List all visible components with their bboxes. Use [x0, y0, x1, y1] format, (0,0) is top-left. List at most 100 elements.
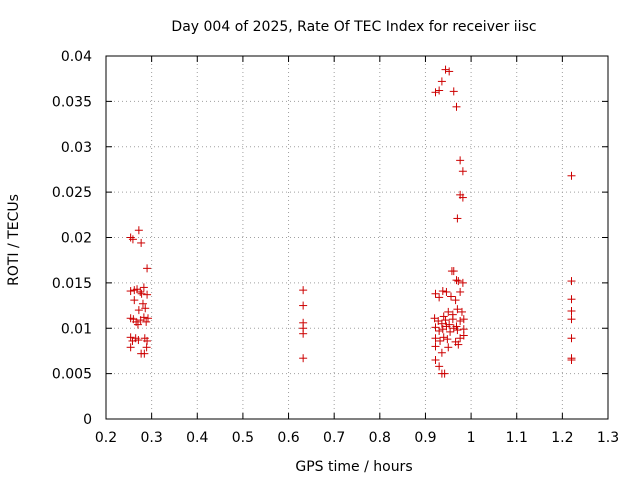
data-point [567, 334, 576, 343]
data-point [444, 307, 453, 316]
data-point [439, 333, 448, 342]
data-point [431, 356, 440, 365]
data-point [142, 343, 151, 352]
data-point [436, 336, 445, 345]
data-point [447, 292, 456, 301]
x-tick-label: 0.9 [414, 430, 436, 446]
data-point [138, 299, 147, 308]
data-point [454, 277, 463, 286]
data-point [456, 316, 465, 325]
x-tick-label: 1.2 [551, 430, 573, 446]
data-point [140, 349, 149, 358]
y-axis-label: ROTI / TECUs [6, 194, 22, 286]
data-point [139, 313, 148, 322]
data-point [431, 88, 440, 97]
data-point [567, 307, 576, 316]
grid-lines [106, 56, 608, 419]
data-point [143, 314, 152, 323]
data-point [437, 348, 446, 357]
x-tick-label: 1.3 [597, 430, 619, 446]
x-tick-label: 0.4 [186, 430, 208, 446]
axis-ticks [105, 55, 609, 420]
data-point [449, 267, 458, 276]
data-point [452, 276, 461, 285]
data-point [137, 289, 146, 298]
data-point [453, 305, 462, 314]
x-tick-labels: 0.2 0.3 0.4 0.5 0.6 0.7 0.8 0.9 1 1.1 1.2 1.3 [95, 430, 619, 446]
data-point [139, 283, 148, 292]
data-point [440, 369, 449, 378]
y-tick-label: 0.04 [61, 49, 92, 65]
data-point [441, 316, 450, 325]
y-tick-label: 0.03 [61, 140, 92, 156]
data-point [437, 77, 446, 86]
data-point [454, 340, 463, 349]
data-point [458, 167, 467, 176]
data-point [449, 324, 458, 333]
y-tick-labels: 0 0.005 0.01 0.015 0.02 0.025 0.03 0.035 0.04 [52, 49, 92, 428]
data-point [452, 102, 461, 111]
data-point [449, 87, 458, 96]
data-point [299, 354, 308, 363]
y-tick-label: 0.025 [52, 185, 92, 201]
data-point [134, 226, 143, 235]
x-tick-label: 0.5 [232, 430, 254, 446]
data-point [143, 264, 152, 273]
y-tick-label: 0.02 [61, 231, 92, 247]
data-point [451, 296, 460, 305]
data-point [133, 320, 142, 329]
data-point [458, 278, 467, 287]
data-point [299, 286, 308, 295]
y-tick-label: 0.01 [61, 321, 92, 337]
data-point [456, 287, 465, 296]
data-point [126, 287, 135, 296]
data-point [136, 287, 145, 296]
data-point [134, 306, 143, 315]
data-point [431, 334, 440, 343]
data-point [299, 301, 308, 310]
data-point [431, 323, 440, 332]
data-point [567, 356, 576, 365]
x-axis-label: GPS time / hours [295, 459, 412, 475]
data-point [439, 312, 448, 321]
data-point [438, 287, 447, 296]
x-tick-label: 0.2 [95, 430, 117, 446]
x-tick-label: 1.1 [506, 430, 528, 446]
y-tick-label: 0 [83, 412, 92, 428]
data-point [443, 335, 452, 344]
data-point [128, 235, 137, 244]
data-point [448, 315, 457, 324]
data-point [437, 319, 446, 328]
y-tick-label: 0.005 [52, 367, 92, 383]
data-point [567, 277, 576, 286]
data-point [126, 333, 135, 342]
x-tick-label: 0.3 [141, 430, 163, 446]
data-point [134, 336, 143, 345]
data-point [126, 343, 135, 352]
data-point [431, 342, 440, 351]
data-point [441, 65, 450, 74]
data-point [458, 193, 467, 202]
data-point [459, 315, 468, 324]
data-point [456, 156, 465, 165]
data-point [453, 214, 462, 223]
data-point [137, 238, 146, 247]
chart-title: Day 004 of 2025, Rate Of TEC Index for r… [171, 19, 536, 35]
data-point [435, 86, 444, 95]
data-point [431, 289, 440, 298]
data-point [143, 290, 152, 299]
data-point [142, 317, 151, 326]
data-point [567, 171, 576, 180]
data-point [445, 67, 454, 76]
x-tick-label: 0.8 [369, 430, 391, 446]
data-point [141, 304, 150, 313]
data-point [435, 362, 444, 371]
data-point [453, 326, 462, 335]
data-point [567, 315, 576, 324]
data-points [126, 65, 576, 378]
data-point [435, 326, 444, 335]
y-tick-label: 0.035 [52, 94, 92, 110]
data-point [459, 331, 468, 340]
